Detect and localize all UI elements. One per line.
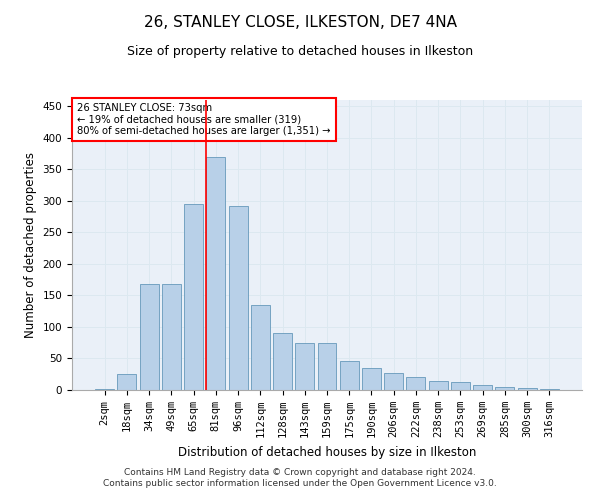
Bar: [429, 380, 448, 390]
Bar: [184, 204, 203, 390]
Bar: [162, 284, 181, 390]
Text: Contains HM Land Registry data © Crown copyright and database right 2024.
Contai: Contains HM Land Registry data © Crown c…: [103, 468, 497, 487]
Bar: [317, 342, 337, 390]
Bar: [95, 388, 114, 390]
Bar: [229, 206, 248, 390]
Bar: [518, 388, 536, 390]
Bar: [273, 334, 292, 390]
Text: 26, STANLEY CLOSE, ILKESTON, DE7 4NA: 26, STANLEY CLOSE, ILKESTON, DE7 4NA: [143, 15, 457, 30]
Bar: [362, 368, 381, 390]
Bar: [451, 382, 470, 390]
Text: 26 STANLEY CLOSE: 73sqm
← 19% of detached houses are smaller (319)
80% of semi-d: 26 STANLEY CLOSE: 73sqm ← 19% of detache…: [77, 103, 331, 136]
Bar: [206, 156, 225, 390]
Bar: [118, 374, 136, 390]
Bar: [340, 361, 359, 390]
Y-axis label: Number of detached properties: Number of detached properties: [24, 152, 37, 338]
Bar: [384, 373, 403, 390]
Text: Size of property relative to detached houses in Ilkeston: Size of property relative to detached ho…: [127, 45, 473, 58]
Bar: [473, 385, 492, 390]
Bar: [295, 342, 314, 390]
Bar: [251, 305, 270, 390]
Bar: [496, 387, 514, 390]
Bar: [406, 378, 425, 390]
X-axis label: Distribution of detached houses by size in Ilkeston: Distribution of detached houses by size …: [178, 446, 476, 458]
Bar: [140, 284, 158, 390]
